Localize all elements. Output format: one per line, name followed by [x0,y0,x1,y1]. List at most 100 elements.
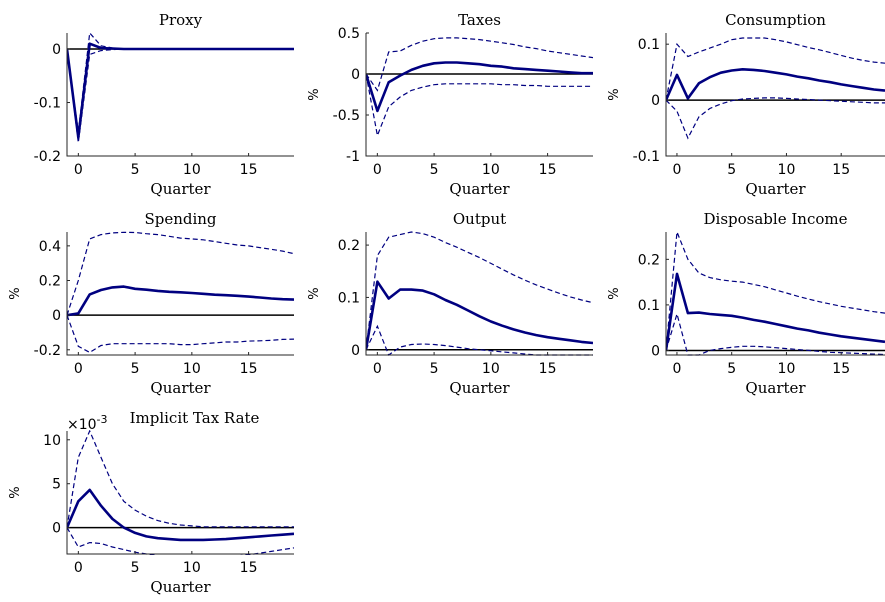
y-tick-label: 0.1 [638,37,660,53]
panel-taxes: 0 5 10 15 -1 -0.5 0 0.5 Taxes Quarter% [307,11,593,198]
x-tick-label: 5 [430,162,439,178]
series-lower [67,527,294,555]
chart-title: Spending [144,210,216,228]
series-upper [67,430,294,528]
axes [665,33,885,157]
x-tick-label: 10 [482,361,500,377]
y-tick-label: -0.5 [333,108,360,124]
series-estimate [67,285,294,317]
series-estimate [666,272,885,351]
axes [66,232,294,356]
y-tick-label: 0.1 [638,298,660,314]
x-tick-label: 0 [672,162,681,178]
y-tick-label: 0.2 [39,274,61,290]
chart-title: Taxes [458,11,501,29]
series-estimate [67,42,294,139]
x-tick-label: 15 [832,361,850,377]
panel-consumption: 0 5 10 15 -0.1 0 0.1 Consumption Quarter% [607,11,885,198]
y-tick-label: 0 [351,343,360,359]
y-tick-label: 0 [651,93,660,109]
y-tick-label: 0.4 [39,239,61,255]
chart-title: Implicit Tax Rate [130,409,260,427]
y-axis-label: % [307,88,322,100]
x-tick-label: 10 [183,162,201,178]
y-axis-label: % [307,287,322,299]
x-axis-label: Quarter [150,379,211,397]
y-axis-label: % [8,486,23,498]
y-tick-label: -0.2 [34,343,61,359]
y-tick-label: -0.2 [34,149,61,165]
x-tick-label: 15 [240,162,258,178]
x-tick-label: 10 [183,361,201,377]
y-tick-label: 5 [52,477,61,493]
chart-title: Disposable Income [704,210,848,228]
y-tick-label: -1 [346,149,360,165]
axes [66,431,294,555]
x-tick-label: 5 [727,361,736,377]
x-tick-label: 5 [131,162,140,178]
series-lower [67,314,294,354]
x-tick-label: 15 [240,560,258,576]
series-estimate [67,488,294,542]
panel-output: 0 5 10 15 0 0.1 0.2 Output Quarter% [307,210,593,397]
y-tick-label: 0 [52,42,61,58]
x-tick-label: 15 [539,361,557,377]
x-axis-label: Quarter [150,578,211,596]
x-tick-label: 15 [539,162,557,178]
chart-title: Output [453,210,506,228]
y-scale-multiplier: ×10-3 [67,413,108,433]
series-upper [666,231,885,351]
series-lower [666,97,885,140]
x-axis-label: Quarter [150,180,211,198]
x-tick-label: 15 [240,361,258,377]
series-lower [666,311,885,356]
y-tick-label: 0 [52,521,61,537]
axes [665,232,885,356]
series-estimate [366,61,593,113]
y-axis-label: % [8,287,23,299]
series-lower [366,73,593,138]
series-estimate [666,68,885,101]
series-lower [67,48,294,143]
chart-title: Consumption [725,11,826,29]
x-tick-label: 10 [482,162,500,178]
panel-disposable-income: 0 5 10 15 0 0.1 0.2 Disposable Income Quarter% [607,210,885,397]
y-tick-label: 0 [651,343,660,359]
x-axis-label: Quarter [449,379,510,397]
x-tick-label: 15 [832,162,850,178]
axes [66,33,294,157]
y-tick-label: 0.2 [638,252,660,268]
x-tick-label: 10 [778,361,796,377]
y-tick-label: 0.2 [338,238,360,254]
series-upper [366,37,593,92]
x-tick-label: 5 [430,361,439,377]
x-axis-label: Quarter [449,180,510,198]
panel-proxy: 0 5 10 15 -0.2 -0.1 0 Proxy Quarter [34,11,294,198]
x-tick-label: 10 [778,162,796,178]
x-tick-label: 0 [672,361,681,377]
x-tick-label: 5 [727,162,736,178]
y-tick-label: 0 [351,67,360,83]
x-tick-label: 10 [183,560,201,576]
y-tick-label: 0 [52,308,61,324]
panel-spending: 0 5 10 15 -0.2 0 0.2 0.4 Spending Quarter% [8,210,294,397]
x-axis-label: Quarter [745,379,806,397]
axes [365,232,593,356]
x-tick-label: 0 [74,361,83,377]
x-axis-label: Quarter [745,180,806,198]
y-tick-label: 0.5 [338,26,360,42]
x-tick-label: 5 [131,560,140,576]
x-tick-label: 0 [74,560,83,576]
series-lower [366,324,593,356]
y-axis-label: % [607,287,622,299]
series-upper [67,231,294,316]
series-upper [666,37,885,101]
x-tick-label: 0 [373,162,382,178]
chart-title: Proxy [159,11,203,29]
axes [365,33,593,157]
y-tick-label: -0.1 [34,96,61,112]
series-estimate [366,280,593,351]
y-tick-label: 10 [43,433,61,449]
x-tick-label: 0 [74,162,83,178]
